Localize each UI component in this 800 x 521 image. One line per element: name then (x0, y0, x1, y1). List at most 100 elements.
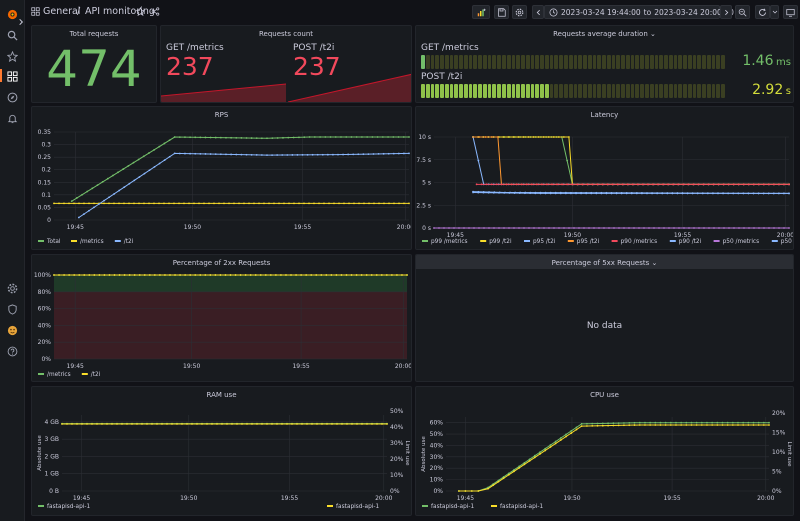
time-shift-back-button[interactable] (532, 5, 544, 19)
gauge-segment (568, 84, 573, 98)
data-point (53, 202, 55, 205)
chevron-down-icon[interactable]: ⌄ (651, 259, 658, 267)
gauge-segment (687, 84, 692, 98)
starred-icon[interactable] (4, 48, 20, 64)
ram-use-panel[interactable]: RAM use 0 B 1 GB 2 GB 3 GB 4 GB 0% 10% 20% 30% 40… (31, 386, 412, 516)
user-avatar-icon[interactable] (4, 322, 20, 338)
legend-item: /t2i (114, 239, 134, 245)
data-point (406, 274, 408, 276)
x-tick-label: 19:50 (563, 495, 580, 502)
gauge-segment (516, 84, 521, 98)
gauge-segment (640, 55, 644, 69)
data-point (606, 183, 609, 186)
share-icon[interactable] (151, 7, 160, 16)
add-panel-button[interactable] (472, 5, 490, 19)
y-tick-label: 80% (38, 289, 52, 296)
rps-panel[interactable]: RPS 0 0.05 0.1 0.15 0.2 0.25 0.3 0.35 19:45 19:50… (31, 106, 412, 250)
gauge-segment (430, 55, 435, 69)
alerting-icon[interactable] (4, 110, 20, 126)
pct-5xx-panel[interactable]: Percentage of 5xx Requests ⌄ No data (415, 254, 794, 382)
save-dashboard-button[interactable] (494, 5, 509, 19)
gauge-segment (511, 84, 516, 98)
legend-item: p90 /t2i (669, 239, 702, 245)
legend-item: fastapisd-api-1 (491, 504, 543, 510)
data-point (308, 136, 311, 138)
total-requests-panel[interactable]: Total requests 474 (31, 25, 157, 103)
data-point (478, 227, 480, 229)
data-point (485, 183, 488, 186)
latency-panel[interactable]: Latency 0 s 2.5 s 5 s 7.5 s 10 s 19:45 19:50 19… (415, 106, 794, 250)
dashboard-settings-button[interactable] (512, 5, 527, 19)
y2-tick-label: 10% (772, 449, 786, 456)
explore-icon[interactable] (4, 89, 20, 105)
data-point (721, 421, 724, 424)
requests-average-duration-panel[interactable]: Requests average duration ⌄ GET /metrics… (415, 25, 794, 103)
configuration-gear-icon[interactable] (4, 280, 20, 296)
refresh-interval-dropdown[interactable] (770, 5, 779, 19)
breadcrumb-folder[interactable]: General (43, 6, 81, 17)
data-point (163, 159, 166, 162)
legend-label: fastapisd-api-1 (47, 504, 90, 510)
data-point (259, 274, 262, 276)
data-point (256, 423, 258, 425)
gauge-segment (659, 84, 664, 98)
data-point (669, 424, 672, 426)
legend-swatch (771, 240, 778, 242)
data-point (403, 152, 405, 155)
data-point (178, 152, 181, 155)
breadcrumb-dashboard[interactable]: API monitoring (85, 6, 155, 17)
data-point (635, 192, 638, 194)
data-point (137, 158, 140, 161)
legend-item: p95 /t2i (524, 239, 556, 245)
tv-mode-button[interactable] (783, 5, 798, 19)
grafana-logo-icon[interactable] (4, 6, 20, 22)
data-point (526, 183, 528, 186)
requests-count-panel[interactable]: Requests count GET /metrics 237 POST /t2… (160, 25, 412, 103)
data-point (581, 183, 584, 186)
gauge-segment (711, 84, 716, 98)
gauge-segment (473, 84, 478, 98)
data-point (286, 154, 289, 156)
data-point (610, 191, 613, 194)
data-point (688, 227, 690, 229)
data-point (549, 444, 552, 446)
legend-item: fastapisd-api-1 (327, 504, 379, 510)
data-point (722, 183, 725, 186)
dashboards-icon[interactable] (4, 68, 20, 84)
data-point (497, 480, 500, 483)
data-point (355, 274, 358, 276)
server-admin-shield-icon[interactable] (4, 301, 20, 317)
gauge-segment (578, 84, 583, 98)
gauge-segment (549, 55, 554, 69)
expand-sidebar-icon[interactable] (17, 16, 25, 28)
chevron-down-icon[interactable]: ⌄ (650, 30, 656, 38)
zoom-out-button[interactable] (735, 5, 750, 19)
refresh-button[interactable] (755, 5, 770, 19)
gauge-segment (421, 55, 425, 69)
data-point (757, 192, 760, 195)
y-tick-label: 0% (41, 356, 51, 363)
gauge-segment (597, 55, 602, 69)
data-point (63, 202, 65, 205)
data-point (762, 183, 765, 186)
gauge-segment (487, 84, 492, 98)
gauge-segment (430, 84, 435, 98)
cpu-use-panel[interactable]: CPU use 0% 10% 20% 30% 40% 50% 60% 0% 5% 10% 15% 20… (415, 386, 794, 516)
y2-tick-label: 40% (390, 424, 404, 431)
data-point (547, 136, 550, 138)
data-point (718, 227, 720, 229)
gauge-segment (578, 55, 583, 69)
data-point (96, 184, 99, 187)
star-dashboard-icon[interactable] (136, 7, 145, 16)
time-range-picker[interactable]: 2023-03-24 19:44:00 to 2023-03-24 20:00:… (544, 5, 744, 19)
legend-item: p50 /metrics (713, 239, 759, 245)
pct-2xx-panel[interactable]: Percentage of 2xx Requests 0% 20% 40% 60% 80… (31, 254, 412, 382)
data-point (732, 183, 735, 186)
data-point (534, 191, 537, 194)
data-point (566, 159, 569, 162)
time-shift-forward-button[interactable] (720, 5, 732, 19)
data-point (698, 227, 700, 229)
search-icon[interactable] (4, 27, 20, 43)
data-point (596, 424, 599, 427)
help-icon[interactable] (4, 343, 20, 359)
